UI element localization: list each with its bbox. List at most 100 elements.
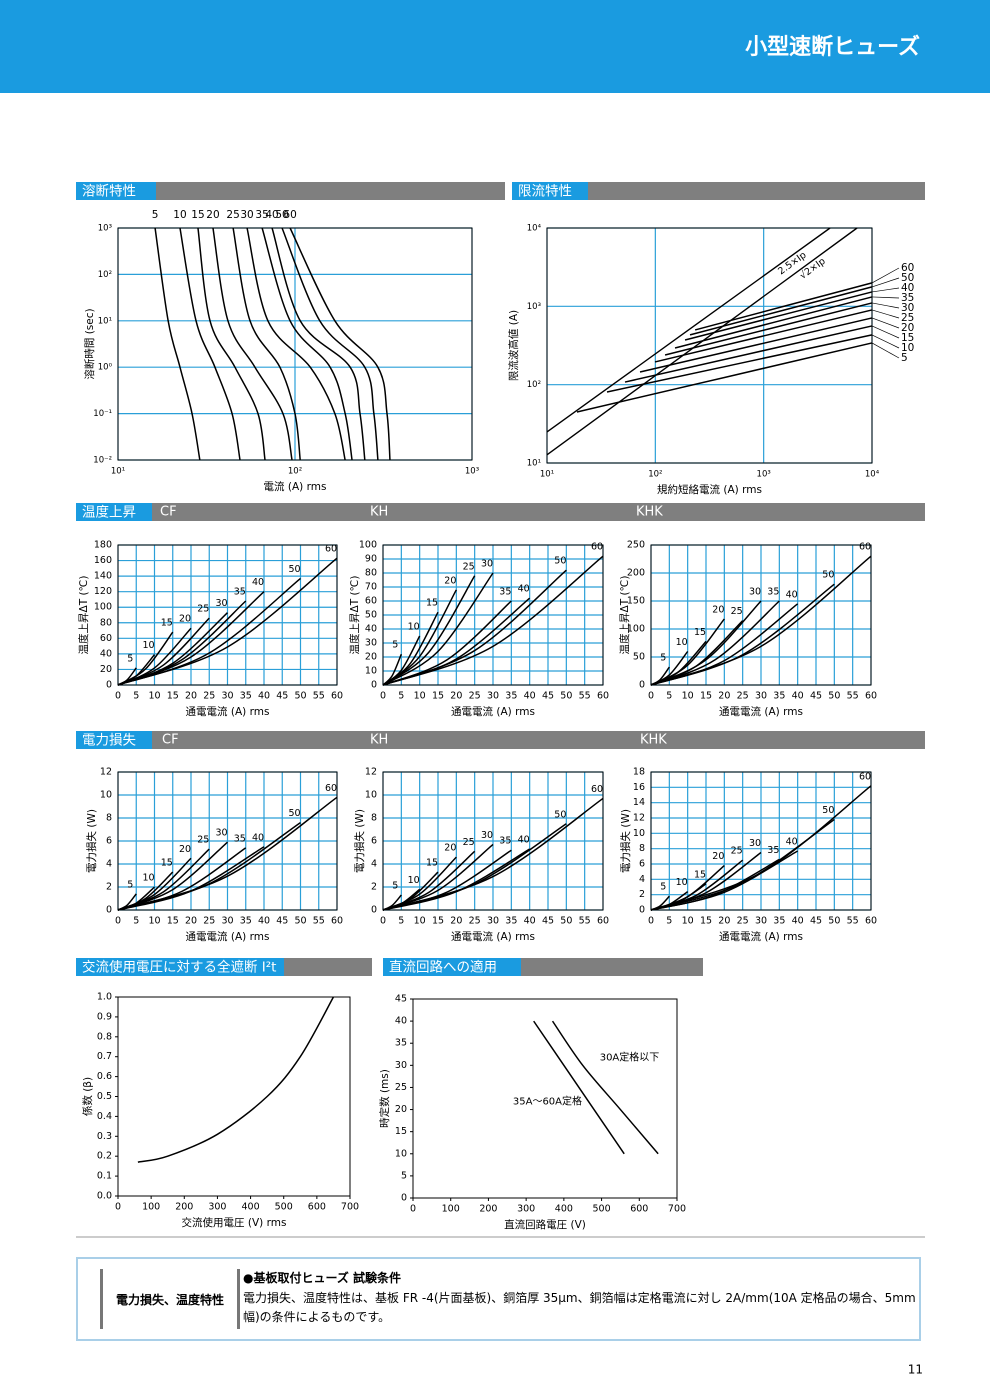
x-tick-label: 600 (308, 1202, 326, 1213)
series-label: 5 (392, 881, 398, 892)
series-label: 50 (901, 272, 914, 284)
y-axis-title: 時定数 (ms) (378, 1069, 391, 1128)
x-tick-label: 0 (115, 691, 121, 702)
x-tick-label: 60 (597, 691, 609, 702)
y-tick-label: 150 (627, 596, 645, 607)
y-tick-label: 60 (365, 596, 377, 607)
y-tick-label: 10⁰ (98, 363, 113, 373)
y-axis-title: 温度上昇ΔT (℃) (348, 576, 361, 655)
x-tick-label: 60 (331, 691, 343, 702)
plot-frame (546, 227, 873, 464)
series-label: 20 (901, 322, 914, 334)
section-title: 限流特性 (518, 184, 572, 200)
x-tick-label: 15 (167, 691, 179, 702)
series-label: 10 (142, 873, 154, 884)
series-label: 35 (901, 292, 914, 304)
y-tick-label: 18 (633, 767, 645, 778)
series-label: 35 (499, 836, 511, 847)
x-tick-label: 15 (700, 916, 712, 927)
series-label: 50 (822, 805, 834, 816)
series-label: 25 (463, 837, 475, 848)
x-axis-title: 通電電流 (A) rms (451, 705, 535, 718)
series-label: 10 (173, 209, 186, 221)
series-label: 25 (463, 561, 475, 572)
x-tick-label: 10² (648, 470, 662, 480)
y-tick-label: 50 (365, 610, 377, 621)
series-label: 60 (859, 771, 871, 782)
series-label: 35 (767, 587, 779, 598)
plot-frame (412, 998, 678, 1199)
y-tick-label: 10³ (527, 302, 541, 312)
y-tick-label: 6 (371, 836, 377, 847)
x-axis-title: 通電電流 (A) rms (186, 705, 270, 718)
leader-line (871, 277, 900, 288)
x-tick-label: 25 (203, 916, 215, 927)
y-tick-label: 8 (371, 813, 377, 824)
series-label: 30A定格以下 (600, 1050, 660, 1063)
curve (382, 555, 604, 686)
y-tick-label: 0 (106, 680, 112, 691)
curve (664, 302, 873, 356)
plot-frame (650, 544, 872, 686)
x-tick-label: 10³ (757, 470, 771, 480)
section-bar (76, 182, 505, 200)
series-label: 30 (481, 559, 493, 570)
series-label: 50 (288, 808, 300, 819)
series-label: 20 (444, 843, 456, 854)
curve (382, 575, 476, 686)
y-tick-label: 160 (94, 555, 112, 566)
x-axis-title: 通電電流 (A) rms (719, 705, 803, 718)
x-tick-label: 10 (414, 691, 426, 702)
x-tick-label: 35 (240, 691, 252, 702)
series-label: 35 (255, 209, 268, 221)
curve (650, 555, 872, 686)
x-tick-label: 35 (773, 691, 785, 702)
y-tick-label: 10 (633, 828, 645, 839)
y-tick-label: 0.6 (97, 1071, 112, 1082)
y-axis-title: 電力損失 (W) (619, 809, 632, 873)
chart-subtitle: KH (370, 505, 388, 520)
x-tick-label: 0 (648, 691, 654, 702)
series-label: 60 (591, 542, 603, 553)
x-tick-label: 40 (524, 916, 536, 927)
y-axis-title: 電力損失 (W) (353, 809, 366, 873)
x-tick-label: 5 (133, 916, 139, 927)
y-tick-label: 40 (395, 1016, 407, 1027)
y-tick-label: 10 (395, 1148, 407, 1159)
curve (382, 797, 604, 911)
section-title: 直流回路への適用 (389, 959, 497, 976)
series-label: 35A～60A定格 (513, 1095, 582, 1108)
x-tick-label: 400 (555, 1204, 573, 1215)
chart-subtitle: CF (160, 505, 177, 520)
x-tick-label: 50 (560, 916, 572, 927)
series-label: 40 (518, 584, 530, 595)
y-tick-label: 10¹ (98, 316, 112, 326)
curve (137, 996, 335, 1163)
x-tick-label: 20 (450, 691, 462, 702)
series-label: 25 (731, 606, 743, 617)
x-tick-label: 500 (275, 1202, 293, 1213)
x-tick-label: 15 (167, 916, 179, 927)
curve (650, 858, 780, 911)
curve (382, 572, 494, 686)
curve (117, 796, 338, 911)
x-tick-label: 10 (414, 916, 426, 927)
y-tick-label: 35 (395, 1038, 407, 1049)
x-tick-label: 35 (505, 916, 517, 927)
y-tick-label: 8 (106, 813, 112, 824)
y-tick-label: 200 (627, 568, 645, 579)
x-tick-label: 10 (682, 916, 694, 927)
series-label: 50 (554, 556, 566, 567)
notes-text: 電力損失、温度特性は、基板 FR -4(片面基板)、銅箔厚 35μm、銅箔幅は定… (243, 1291, 916, 1324)
x-tick-label: 10 (148, 916, 160, 927)
curve (281, 227, 379, 461)
x-tick-label: 60 (597, 916, 609, 927)
series-label: 60 (859, 542, 871, 553)
y-tick-label: 4 (106, 859, 112, 870)
plot-frame (117, 227, 473, 461)
curve (694, 282, 873, 331)
x-tick-label: 25 (737, 916, 749, 927)
x-tick-label: 45 (276, 691, 288, 702)
y-tick-label: 0.0 (97, 1191, 112, 1202)
series-label: 20 (712, 604, 724, 615)
